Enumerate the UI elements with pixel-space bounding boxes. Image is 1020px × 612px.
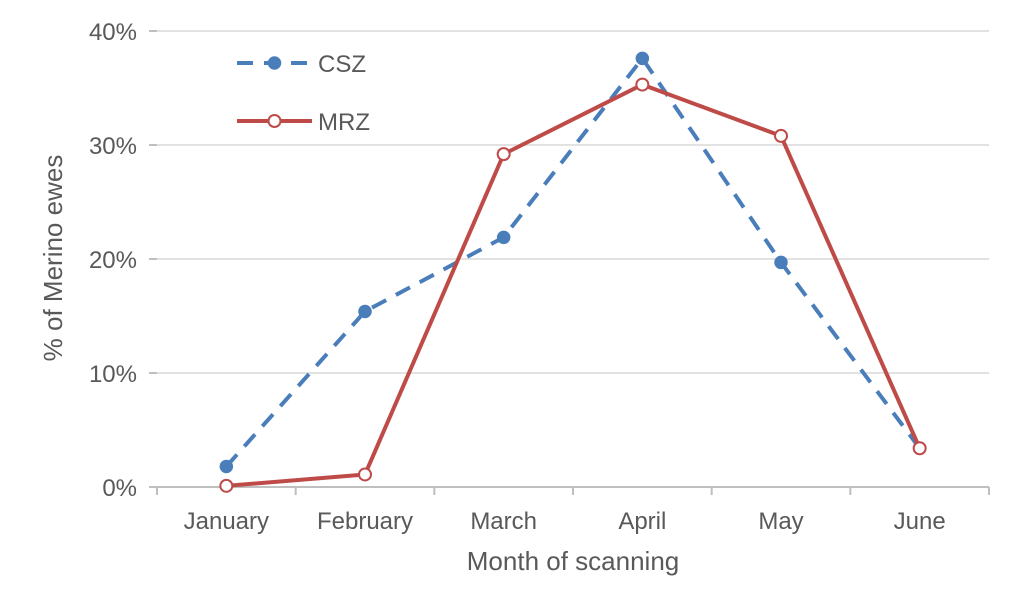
data-point-csz [358, 304, 372, 319]
x-axis-ticks: January February March April May June [156, 487, 990, 535]
y-tick-label: 40% [89, 19, 137, 46]
legend-swatch-marker [267, 114, 282, 128]
data-point-mrz [774, 128, 788, 143]
series-line-mrz [226, 82, 922, 488]
x-tick-label: March [470, 508, 537, 535]
y-axis-ticks: 0% 10% 20% 30% 40% [89, 19, 157, 502]
data-point-mrz [496, 147, 511, 162]
data-point-mrz [219, 478, 234, 493]
data-point-csz [635, 51, 650, 66]
data-point-mrz [912, 441, 927, 456]
data-point-mrz [358, 467, 372, 482]
x-tick-label: January [184, 508, 269, 535]
x-tick-label: April [618, 508, 666, 535]
y-tick-label: 10% [89, 361, 137, 388]
gridlines [157, 30, 989, 374]
data-point-mrz [635, 77, 650, 92]
x-tick-label: February [317, 508, 413, 535]
legend-item-mrz: MRZ [237, 109, 370, 136]
legend: CSZ MRZ [237, 51, 370, 136]
legend-label: MRZ [318, 109, 370, 136]
data-point-csz [219, 459, 234, 474]
legend-label: CSZ [318, 51, 366, 78]
series-line-csz [224, 56, 922, 468]
y-axis-title: % of Merino ewes [38, 155, 68, 362]
y-tick-label: 0% [102, 475, 137, 502]
y-tick-label: 20% [89, 247, 137, 274]
x-tick-label: June [894, 508, 946, 535]
x-axis-title: Month of scanning [467, 546, 679, 576]
series-layer [219, 51, 927, 493]
y-tick-label: 30% [89, 133, 137, 160]
legend-item-csz: CSZ [237, 51, 366, 78]
legend-swatch-marker [267, 56, 282, 70]
data-point-csz [774, 255, 788, 270]
series-mrz [219, 77, 927, 493]
data-point-csz [496, 230, 511, 245]
x-tick-label: May [758, 508, 803, 535]
